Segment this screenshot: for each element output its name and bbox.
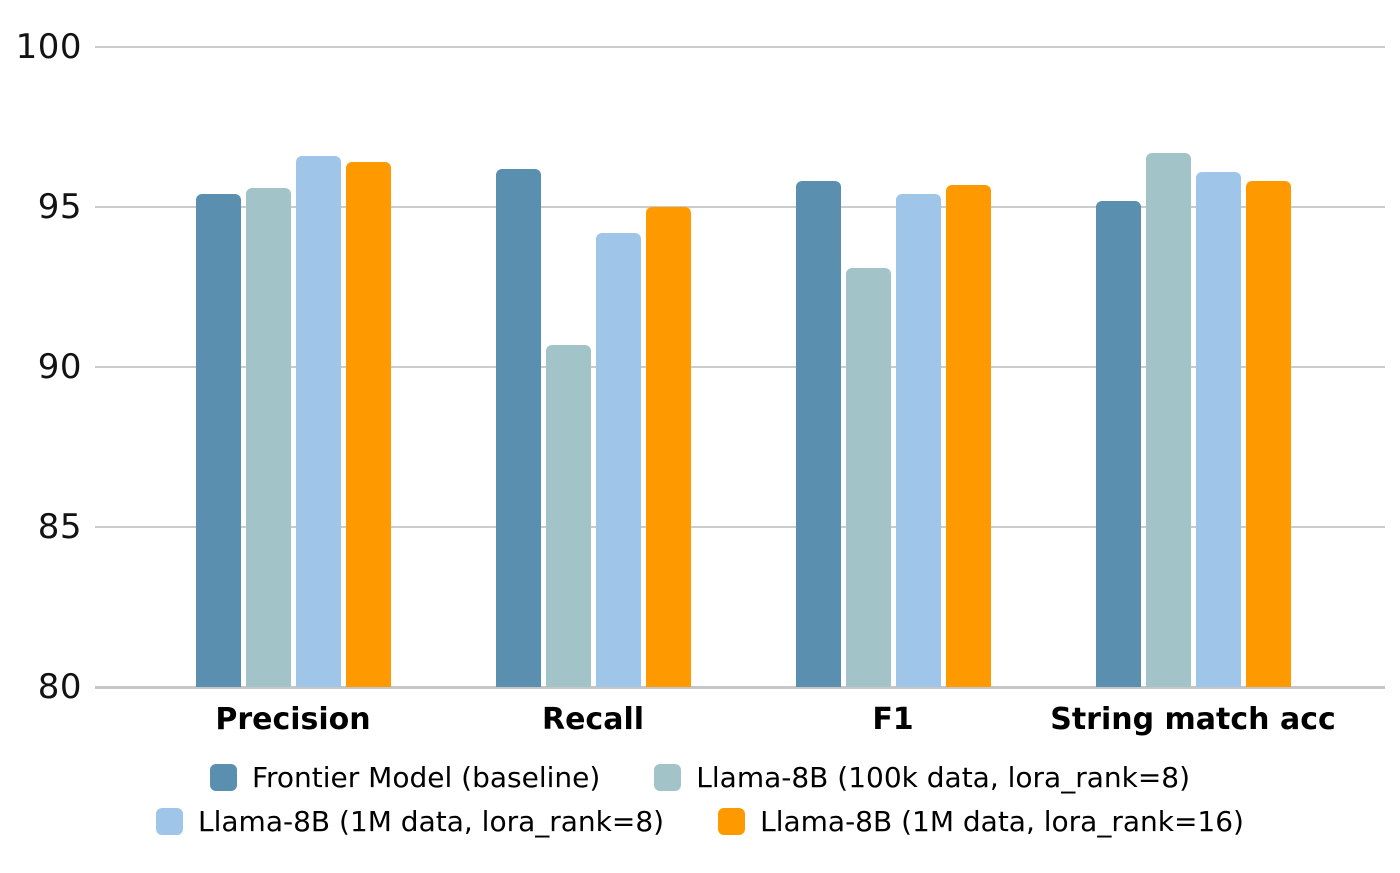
- legend-row-2: Llama-8B (1M data, lora_rank=8) Llama-8B …: [156, 805, 1244, 838]
- gridline-100: [95, 46, 1385, 48]
- legend-swatch-icon: [156, 808, 184, 835]
- bar-llama-8b-100k-data-lora-rank-8-precision: [245, 187, 291, 687]
- legend-swatch-icon: [654, 764, 682, 791]
- bar-llama-8b-1m-data-lora-rank-16-string-match-acc: [1245, 181, 1291, 687]
- legend-item-llama-8b-100k-data-lora-rank-8: Llama-8B (100k data, lora_rank=8): [654, 761, 1190, 794]
- bar-llama-8b-1m-data-lora-rank-16-precision: [345, 162, 391, 687]
- x-label-f1: F1: [872, 702, 914, 737]
- y-tick-label-100: 100: [15, 27, 82, 67]
- legend-label: Llama-8B (1M data, lora_rank=8): [198, 805, 665, 838]
- bar-frontier-model-baseline-precision: [195, 194, 241, 687]
- x-label-string-match-acc: String match acc: [1050, 702, 1336, 737]
- bar-llama-8b-100k-data-lora-rank-8-f1: [845, 267, 891, 687]
- y-tick-label-90: 90: [37, 347, 82, 387]
- gridline-90: [95, 366, 1385, 368]
- legend: Frontier Model (baseline) Llama-8B (100k …: [0, 761, 1400, 838]
- bar-llama-8b-1m-data-lora-rank-8-recall: [595, 232, 641, 687]
- gridline-95: [95, 206, 1385, 208]
- gridline-85: [95, 526, 1385, 528]
- bar-llama-8b-1m-data-lora-rank-8-f1: [895, 194, 941, 687]
- bar-llama-8b-1m-data-lora-rank-8-precision: [295, 155, 341, 687]
- legend-label: Frontier Model (baseline): [251, 761, 601, 794]
- y-tick-label-80: 80: [37, 667, 82, 707]
- legend-item-llama-8b-1m-data-lora-rank-16: Llama-8B (1M data, lora_rank=16): [718, 805, 1244, 838]
- bar-llama-8b-1m-data-lora-rank-16-f1: [945, 184, 991, 687]
- bar-llama-8b-1m-data-lora-rank-16-recall: [645, 207, 691, 687]
- bar-frontier-model-baseline-recall: [495, 168, 541, 687]
- x-label-precision: Precision: [215, 702, 371, 737]
- legend-swatch-icon: [718, 808, 746, 835]
- legend-item-llama-8b-1m-data-lora-rank-8: Llama-8B (1M data, lora_rank=8): [156, 805, 664, 838]
- y-tick-label-85: 85: [37, 507, 82, 547]
- legend-item-frontier-model-baseline: Frontier Model (baseline): [209, 761, 601, 794]
- y-tick-label-95: 95: [37, 187, 82, 227]
- bar-llama-8b-1m-data-lora-rank-8-string-match-acc: [1195, 171, 1241, 687]
- legend-label: Llama-8B (1M data, lora_rank=16): [760, 805, 1244, 838]
- legend-swatch-icon: [209, 764, 237, 791]
- bar-llama-8b-100k-data-lora-rank-8-recall: [545, 344, 591, 687]
- bar-frontier-model-baseline-string-match-acc: [1095, 200, 1141, 687]
- legend-label: Llama-8B (100k data, lora_rank=8): [696, 761, 1191, 794]
- bar-llama-8b-100k-data-lora-rank-8-string-match-acc: [1145, 152, 1191, 687]
- x-label-recall: Recall: [541, 702, 645, 737]
- bar-frontier-model-baseline-f1: [795, 181, 841, 687]
- legend-row-1: Frontier Model (baseline) Llama-8B (100k …: [209, 761, 1190, 794]
- gridline-80: [95, 686, 1385, 689]
